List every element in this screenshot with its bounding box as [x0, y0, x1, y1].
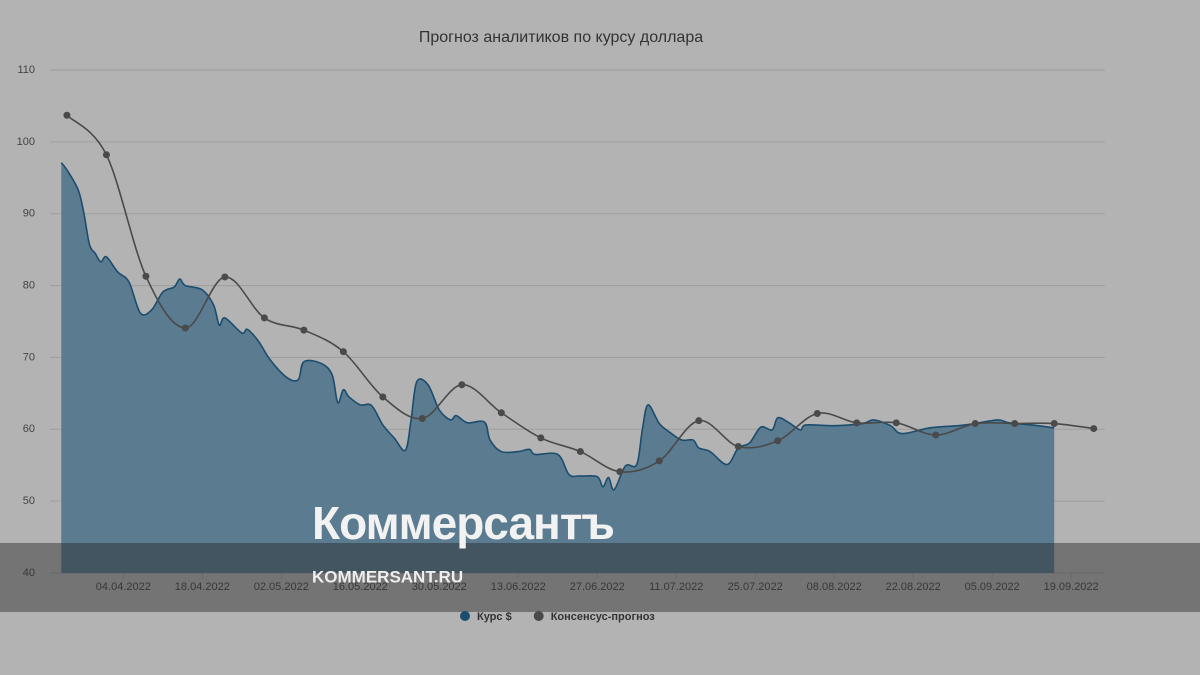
y-tick-label: 110 [17, 64, 35, 76]
point [813, 409, 821, 417]
point [695, 417, 703, 425]
x-tick-label: 02.05.2022 [254, 581, 309, 593]
point [63, 111, 71, 119]
x-tick-label: 04.04.2022 [96, 581, 151, 593]
point [892, 419, 900, 427]
point [576, 448, 584, 456]
x-tick-label: 11.07.2022 [649, 581, 703, 593]
x-tick-label: 27.06.2022 [570, 581, 625, 593]
point [655, 457, 663, 465]
y-tick-label: 90 [23, 208, 35, 220]
point [142, 272, 150, 280]
x-tick-label: 13.06.2022 [491, 581, 546, 593]
area [61, 162, 1055, 573]
legend-marker [533, 611, 544, 621]
watermark-url: KOMMERSANT.RU [312, 567, 463, 586]
legend-label[interactable]: Курс $ [477, 611, 512, 623]
legend: Курс $ Консенсус-прогноз [460, 611, 655, 623]
x-tick-label: 22.08.2022 [886, 581, 941, 593]
point [497, 409, 505, 417]
point [774, 437, 782, 445]
point [339, 348, 347, 356]
point [971, 420, 979, 428]
x-tick-label: 25.07.2022 [728, 581, 783, 593]
y-tick-label: 100 [17, 136, 35, 148]
point [458, 381, 466, 389]
point [853, 419, 861, 427]
legend-label[interactable]: Консенсус-прогноз [551, 611, 656, 623]
plot [60, 111, 1098, 573]
x-tick-label: 05.09.2022 [965, 581, 1020, 593]
chart-title: Прогноз аналитиков по курсу доллара [419, 29, 703, 46]
x-tick-label: 16.05.2022 [333, 581, 388, 593]
y-tick-label: 80 [23, 279, 35, 291]
x-tick-label: 08.08.2022 [807, 581, 862, 593]
x-tick-label: 30.05.2022 [412, 581, 467, 593]
point [1090, 425, 1098, 433]
x-tick-label: 19.09.2022 [1044, 581, 1099, 593]
point [260, 314, 268, 322]
point [734, 443, 742, 451]
point [221, 273, 229, 281]
point [379, 393, 387, 401]
point [616, 468, 624, 476]
x-tick-label: 18.04.2022 [175, 581, 230, 593]
y-tick-label: 60 [23, 423, 35, 435]
point [537, 434, 545, 442]
legend-marker [460, 611, 470, 621]
point [102, 151, 110, 159]
axes: 40 50 60 70 80 90 100 110 04.04.2022 18.04.2022 02… [17, 64, 1099, 593]
point [300, 326, 308, 334]
point [181, 324, 189, 332]
watermark-logo: Коммерсантъ [312, 497, 614, 549]
y-tick-label: 40 [23, 567, 35, 579]
y-tick-label: 50 [23, 495, 35, 507]
point [932, 431, 940, 439]
point [1011, 420, 1019, 428]
watermark-band [0, 543, 1200, 612]
point [418, 415, 426, 423]
point [1050, 420, 1058, 428]
y-tick-label: 70 [23, 351, 35, 363]
area-line [60, 162, 1055, 491]
